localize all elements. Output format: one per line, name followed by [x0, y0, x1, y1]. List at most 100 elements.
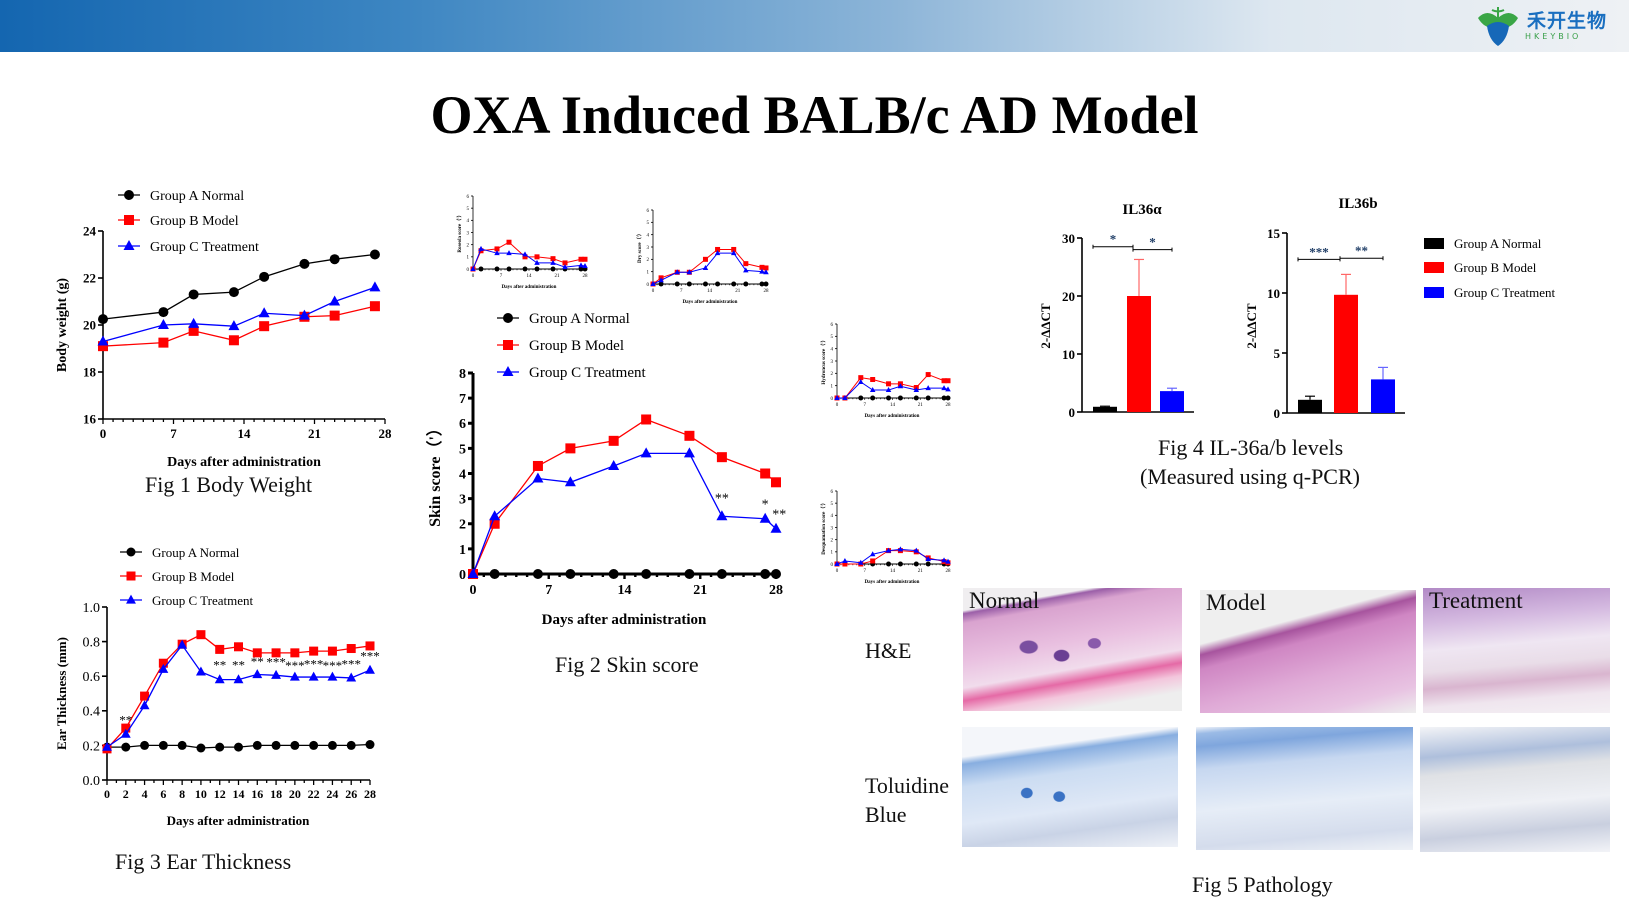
fig1-data-point	[228, 320, 240, 331]
fig3-legend-marker	[126, 594, 136, 604]
fig3-x-tick-label: 12	[214, 787, 226, 801]
dry-series-line-2	[652, 248, 767, 285]
roseola-data-point	[506, 266, 512, 272]
il36a-y-tick-label: 30	[1062, 231, 1075, 246]
dry-y-tick-label: 3	[647, 246, 650, 251]
desquamation-chart: 0 1 2 3 4 5 6 0 7 14 21 28 Days after administration…	[821, 490, 951, 585]
fig2-data-point	[565, 569, 576, 579]
leaf-logo-icon	[1478, 7, 1518, 46]
il36b-legend-label: Group B Model	[1454, 260, 1537, 275]
fig2-data-point	[532, 472, 544, 483]
fig3-caption: Fig 3 Ear Thickness	[115, 849, 292, 874]
fig3-data-point	[140, 740, 150, 750]
roseola-y-tick-label: 6	[467, 195, 470, 200]
il36b-y-tick-label: 10	[1267, 286, 1280, 301]
fig4-caption-line2: (Measured using q-PCR)	[1140, 464, 1360, 489]
fig2-data-point	[716, 569, 727, 579]
col-label-treatment: Treatment	[1429, 588, 1523, 613]
fig3-x-tick-label: 4	[142, 787, 148, 801]
fig1-data-point	[98, 314, 108, 325]
desquamation-x-tick-label: 14	[890, 569, 896, 574]
fig2-y-axis-label: Skin score（'）	[426, 420, 444, 527]
fig3-x-tick-label: 14	[233, 787, 245, 801]
roseola-data-point	[578, 262, 584, 268]
il36b-legend-label: Group C Treatment	[1454, 285, 1556, 300]
desquamation-data-point	[913, 547, 920, 553]
il36b-y-tick-label: 15	[1267, 226, 1281, 241]
dry-series-line-3	[652, 252, 767, 285]
fig2-legend-marker	[503, 340, 513, 350]
roseola-x-tick-label: 7	[500, 274, 503, 279]
fig2-y-tick-label: 7	[459, 392, 466, 407]
il36b-y-tick-label: 0	[1274, 406, 1281, 421]
roseola-data-point	[550, 266, 556, 272]
fig3-x-tick-label: 0	[104, 787, 110, 801]
fig2-data-point	[716, 510, 728, 521]
fig4-caption-line1: Fig 4 IL-36a/b levels	[1158, 435, 1344, 460]
dry-data-point	[715, 246, 721, 252]
row-label-he: H&E	[865, 638, 912, 663]
dry-x-axis-label: Days after administration	[683, 300, 738, 305]
fig1-data-point	[98, 341, 108, 352]
hydroncus-data-point	[869, 386, 876, 392]
roseola-data-point	[478, 266, 484, 272]
roseola-chart: 0 1 2 3 4 5 6 0 7 14 21 28 Days after administration…	[457, 195, 588, 290]
col-label-normal: Normal	[969, 588, 1040, 613]
desquamation-x-tick-label: 0	[836, 569, 839, 574]
roseola-data-point	[578, 256, 584, 262]
fig1-data-point	[188, 317, 200, 328]
hydroncus-data-point	[945, 395, 951, 401]
hydroncus-data-point	[870, 377, 876, 382]
fig1-y-axis-label: Body weight (g)	[55, 278, 70, 372]
hydroncus-data-point	[941, 395, 947, 401]
fig2-data-point	[608, 459, 620, 470]
dry-y-tick-label: 4	[647, 233, 650, 238]
roseola-series-line-2	[472, 241, 585, 270]
fig3-data-point	[365, 740, 375, 750]
fig3-data-point	[346, 644, 356, 654]
fig1-data-point	[329, 310, 340, 321]
il36b-y-axis-label: 2-ΔΔCT	[1244, 303, 1259, 349]
dry-data-point	[743, 281, 749, 287]
il36a-significance-mark: *	[1149, 235, 1156, 250]
fig3-y-tick-label: 0.0	[83, 774, 101, 789]
roseola-data-point	[522, 251, 528, 257]
il36b-legend-swatch	[1424, 262, 1444, 273]
col-label-model: Model	[1206, 590, 1267, 615]
fig3-data-point	[195, 666, 206, 676]
fig2-data-point	[532, 569, 543, 579]
dry-data-point	[731, 281, 737, 287]
desquamation-data-point	[897, 546, 904, 552]
fig3-data-point	[120, 728, 131, 738]
fig3-legend-label: Group A Normal	[152, 545, 240, 560]
dry-data-point	[650, 281, 656, 286]
fig2-data-point	[532, 460, 543, 471]
fig5-caption: Fig 5 Pathology	[1192, 872, 1333, 897]
fig1-x-tick-label: 21	[308, 426, 321, 441]
hydroncus-x-tick-label: 7	[864, 403, 867, 408]
fig1-data-point	[369, 281, 381, 292]
hydroncus-series-line-2	[837, 373, 948, 399]
logo-text-en: HKEYBIO	[1525, 32, 1582, 41]
fig3-data-point	[233, 674, 244, 684]
fig2-y-tick-label: 1	[459, 543, 466, 558]
roseola-data-point	[550, 259, 556, 265]
fig3-legend-marker	[126, 547, 136, 557]
fig2-data-point	[771, 477, 781, 488]
hydroncus-series-line-3	[837, 381, 949, 399]
fig2-legend-marker	[503, 313, 513, 323]
hydroncus-data-point	[941, 378, 947, 384]
roseola-data-point	[534, 254, 540, 260]
fig3-y-tick-label: 0.2	[83, 739, 101, 754]
fig3-legend-marker	[126, 571, 136, 581]
hydroncus-data-point	[897, 395, 903, 401]
hydroncus-data-point	[945, 386, 951, 392]
fig3-x-axis-label: Days after administration	[167, 813, 311, 828]
il36b-legend-swatch	[1424, 287, 1444, 298]
desquamation-data-point	[925, 561, 931, 567]
roseola-data-point	[506, 239, 512, 245]
dry-data-point	[759, 264, 765, 270]
fig2-data-point	[641, 414, 652, 425]
desquamation-data-point	[842, 557, 848, 563]
fig1-data-point	[157, 319, 169, 329]
